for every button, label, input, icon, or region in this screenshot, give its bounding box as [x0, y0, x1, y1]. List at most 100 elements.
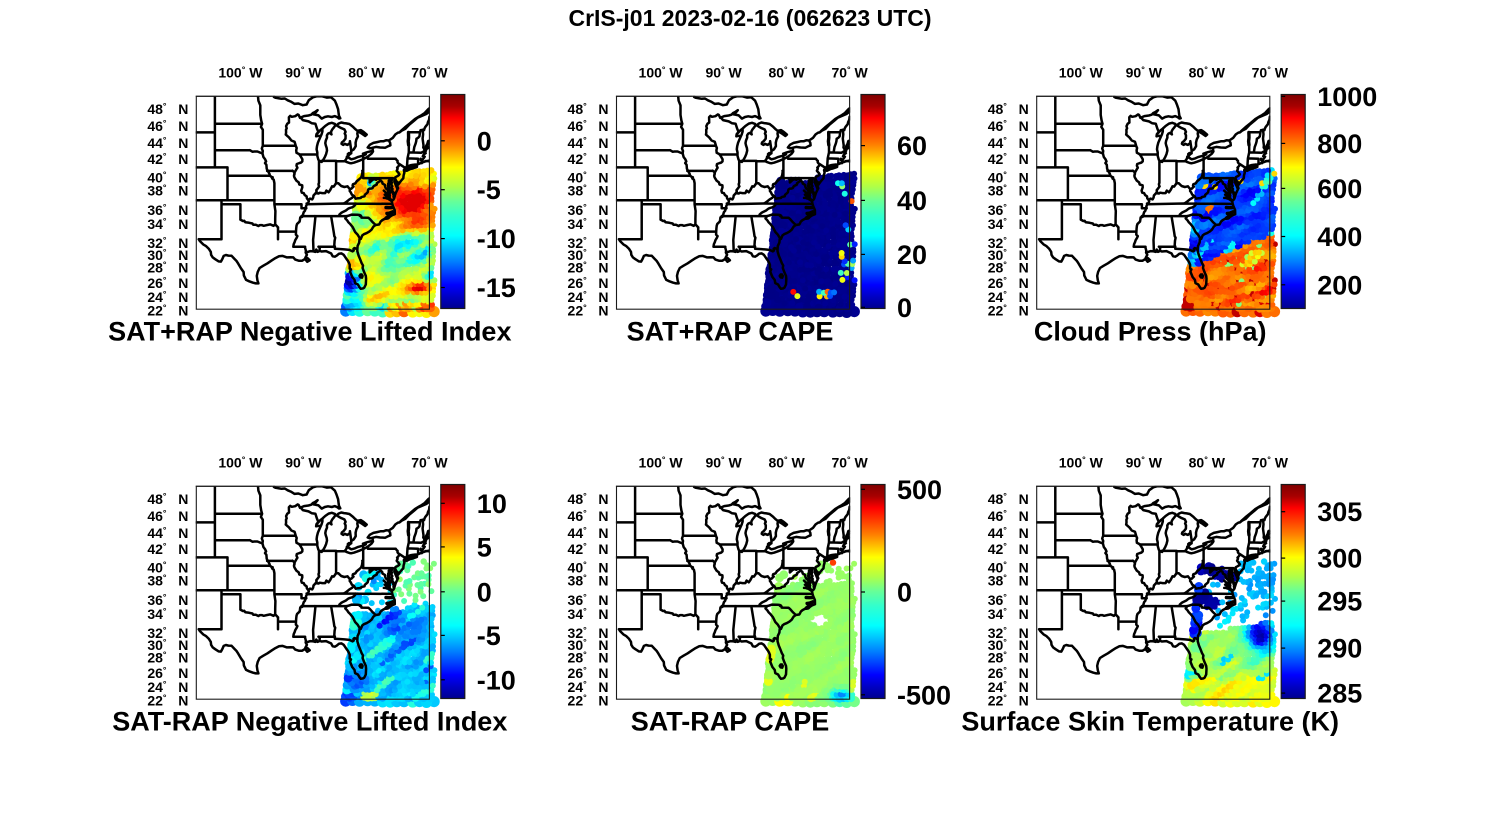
svg-text:26° N: 26° N: [988, 665, 1029, 681]
svg-text:100° W: 100° W: [218, 64, 263, 80]
svg-text:40° N: 40° N: [568, 170, 609, 186]
svg-text:46° N: 46° N: [147, 508, 188, 524]
svg-text:42° N: 42° N: [147, 541, 188, 557]
svg-text:48° N: 48° N: [988, 491, 1029, 507]
svg-text:22° N: 22° N: [147, 302, 188, 318]
svg-text:40° N: 40° N: [147, 560, 188, 576]
svg-text:70° W: 70° W: [1252, 454, 1289, 470]
svg-text:36° N: 36° N: [988, 592, 1029, 608]
svg-text:90° W: 90° W: [705, 64, 742, 80]
svg-text:500: 500: [897, 475, 942, 505]
svg-text:-10: -10: [477, 665, 516, 695]
svg-text:40° N: 40° N: [988, 560, 1029, 576]
svg-text:34° N: 34° N: [568, 216, 609, 232]
svg-text:38° N: 38° N: [988, 183, 1029, 199]
svg-text:24° N: 24° N: [988, 679, 1029, 695]
svg-text:SAT-RAP Negative Lifted Index: SAT-RAP Negative Lifted Index: [112, 706, 507, 736]
svg-text:30° N: 30° N: [988, 247, 1029, 263]
svg-text:0: 0: [897, 293, 912, 323]
svg-text:70° W: 70° W: [411, 454, 448, 470]
svg-text:SAT+RAP CAPE: SAT+RAP CAPE: [627, 316, 834, 346]
svg-text:5: 5: [477, 532, 492, 562]
svg-text:26° N: 26° N: [568, 275, 609, 291]
svg-text:26° N: 26° N: [988, 275, 1029, 291]
svg-text:60: 60: [897, 131, 927, 161]
svg-text:24° N: 24° N: [568, 289, 609, 305]
svg-text:28° N: 28° N: [988, 260, 1029, 276]
svg-text:30° N: 30° N: [568, 247, 609, 263]
svg-text:100° W: 100° W: [639, 454, 684, 470]
svg-text:-5: -5: [477, 175, 501, 205]
svg-text:400: 400: [1317, 222, 1362, 252]
svg-text:32° N: 32° N: [988, 625, 1029, 641]
svg-text:46° N: 46° N: [147, 118, 188, 134]
svg-text:34° N: 34° N: [988, 606, 1029, 622]
svg-text:0: 0: [477, 577, 492, 607]
svg-text:100° W: 100° W: [1059, 454, 1104, 470]
svg-text:48° N: 48° N: [568, 491, 609, 507]
svg-text:80° W: 80° W: [348, 454, 385, 470]
svg-text:-15: -15: [477, 273, 516, 303]
svg-text:24° N: 24° N: [147, 289, 188, 305]
svg-text:42° N: 42° N: [568, 541, 609, 557]
svg-text:40° N: 40° N: [568, 560, 609, 576]
svg-text:36° N: 36° N: [568, 592, 609, 608]
svg-text:90° W: 90° W: [285, 454, 322, 470]
svg-text:70° W: 70° W: [831, 454, 868, 470]
svg-text:44° N: 44° N: [988, 525, 1029, 541]
svg-text:100° W: 100° W: [1059, 64, 1104, 80]
svg-text:CrIS-j01 2023-02-16 (062623 UT: CrIS-j01 2023-02-16 (062623 UTC): [568, 5, 931, 31]
svg-text:0: 0: [477, 126, 492, 156]
svg-text:28° N: 28° N: [147, 260, 188, 276]
svg-text:24° N: 24° N: [147, 679, 188, 695]
svg-text:10: 10: [477, 489, 507, 519]
svg-text:46° N: 46° N: [568, 508, 609, 524]
svg-text:295: 295: [1317, 587, 1362, 617]
svg-text:22° N: 22° N: [568, 302, 609, 318]
svg-text:38° N: 38° N: [147, 183, 188, 199]
svg-text:100° W: 100° W: [639, 64, 684, 80]
svg-text:46° N: 46° N: [568, 118, 609, 134]
svg-text:90° W: 90° W: [1126, 454, 1163, 470]
svg-text:30° N: 30° N: [147, 247, 188, 263]
svg-text:48° N: 48° N: [988, 101, 1029, 117]
svg-text:SAT+RAP Negative Lifted Index: SAT+RAP Negative Lifted Index: [108, 316, 511, 346]
svg-text:42° N: 42° N: [988, 541, 1029, 557]
svg-text:20: 20: [897, 240, 927, 270]
svg-text:34° N: 34° N: [147, 216, 188, 232]
svg-text:32° N: 32° N: [568, 625, 609, 641]
svg-text:42° N: 42° N: [147, 151, 188, 167]
svg-text:290: 290: [1317, 634, 1362, 664]
svg-text:100° W: 100° W: [218, 454, 263, 470]
svg-text:-10: -10: [477, 224, 516, 254]
svg-text:40: 40: [897, 186, 927, 216]
svg-text:44° N: 44° N: [568, 135, 609, 151]
svg-text:22° N: 22° N: [988, 302, 1029, 318]
svg-text:26° N: 26° N: [568, 665, 609, 681]
svg-text:46° N: 46° N: [988, 118, 1029, 134]
svg-text:34° N: 34° N: [988, 216, 1029, 232]
svg-text:70° W: 70° W: [411, 64, 448, 80]
svg-text:26° N: 26° N: [147, 275, 188, 291]
svg-text:80° W: 80° W: [1189, 64, 1226, 80]
svg-text:1000: 1000: [1317, 82, 1377, 112]
svg-text:Cloud Press (hPa): Cloud Press (hPa): [1034, 316, 1267, 346]
svg-text:90° W: 90° W: [1126, 64, 1163, 80]
svg-text:32° N: 32° N: [147, 625, 188, 641]
svg-text:80° W: 80° W: [768, 64, 805, 80]
svg-text:285: 285: [1317, 679, 1362, 709]
svg-text:42° N: 42° N: [988, 151, 1029, 167]
svg-text:200: 200: [1317, 270, 1362, 300]
svg-text:44° N: 44° N: [147, 525, 188, 541]
svg-text:40° N: 40° N: [988, 170, 1029, 186]
svg-text:44° N: 44° N: [988, 135, 1029, 151]
svg-text:300: 300: [1317, 544, 1362, 574]
svg-text:36° N: 36° N: [568, 202, 609, 218]
svg-text:42° N: 42° N: [568, 151, 609, 167]
svg-text:48° N: 48° N: [147, 491, 188, 507]
svg-text:24° N: 24° N: [568, 679, 609, 695]
svg-text:34° N: 34° N: [568, 606, 609, 622]
svg-text:46° N: 46° N: [988, 508, 1029, 524]
svg-text:70° W: 70° W: [1252, 64, 1289, 80]
svg-text:48° N: 48° N: [568, 101, 609, 117]
